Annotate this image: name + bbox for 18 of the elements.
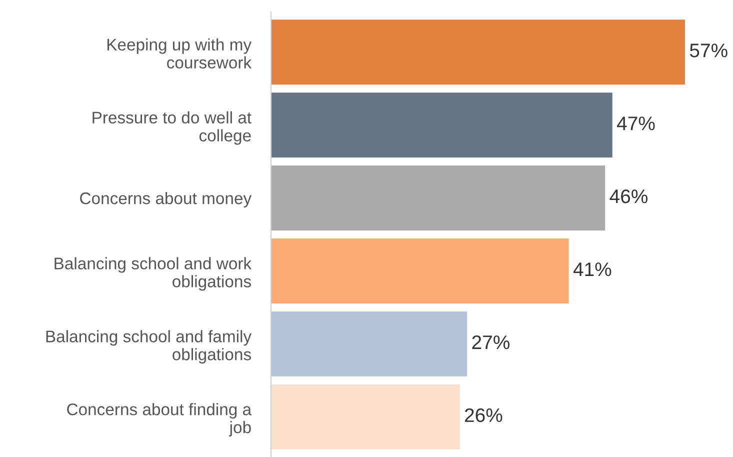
bar bbox=[271, 20, 685, 85]
y-tick-label: Concerns about money bbox=[80, 192, 252, 208]
y-tick-label: Concerns about finding a job bbox=[67, 403, 252, 437]
data-label: 57% bbox=[690, 44, 728, 58]
y-tick-label: Balancing school and family obligations bbox=[46, 330, 252, 364]
y-tick-label: Keeping up with my coursework bbox=[107, 38, 252, 69]
data-label: 46% bbox=[610, 189, 648, 204]
data-label: 41% bbox=[573, 262, 612, 276]
bar bbox=[271, 384, 460, 450]
data-label: 27% bbox=[472, 335, 510, 350]
data-label: 26% bbox=[464, 408, 502, 422]
y-tick-label: Pressure to do well at college bbox=[92, 111, 252, 145]
bar bbox=[271, 311, 468, 376]
bar bbox=[271, 238, 569, 304]
bar bbox=[271, 92, 612, 158]
bar bbox=[271, 166, 606, 230]
y-tick-label: Balancing school and work obligations bbox=[54, 257, 252, 291]
data-label: 47% bbox=[616, 116, 655, 130]
